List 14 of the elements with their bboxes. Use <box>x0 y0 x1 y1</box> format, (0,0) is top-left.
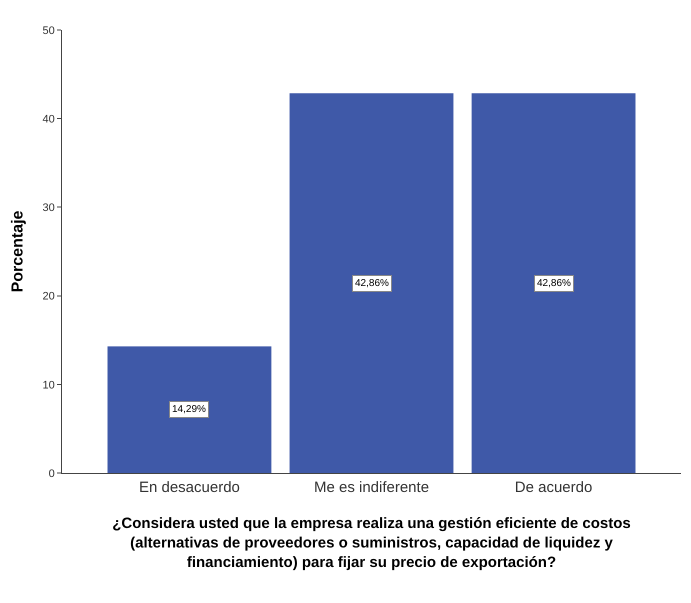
x-tick-label: En desacuerdo <box>138 479 240 496</box>
y-tick-label: 50 <box>42 24 55 37</box>
y-tick-label: 10 <box>42 379 55 392</box>
y-tick-label: 0 <box>48 468 55 480</box>
x-tick-label: De acuerdo <box>514 479 592 496</box>
data-label: 14,29% <box>172 404 206 415</box>
x-axis-title: ¿Considera usted que la empresa realiza una gestión eficiente de costos (alternativas de proveedores o suministros, capacidad de liquidez y financiamiento) para fijar su precio de exportación? <box>112 515 631 571</box>
y-axis-title: Porcentaje <box>9 210 26 292</box>
y-tick-label: 30 <box>42 202 55 214</box>
data-label: 42,86% <box>355 278 390 289</box>
y-tick-label: 20 <box>42 290 55 303</box>
x-tick-label: Me es indiferente <box>314 479 430 496</box>
y-tick-label: 40 <box>42 113 55 126</box>
data-label: 42,86% <box>537 278 572 289</box>
